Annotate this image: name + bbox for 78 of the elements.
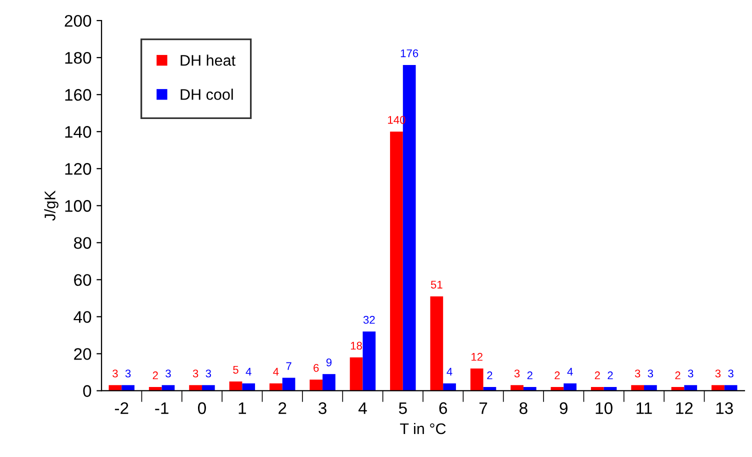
data-label: 3 [112, 370, 118, 378]
x-tick-label: -2 [114, 402, 128, 414]
bar [430, 296, 444, 391]
bar [644, 385, 657, 391]
bar [122, 385, 134, 391]
x-tick-label: 4 [358, 402, 367, 414]
data-label: 7 [286, 362, 292, 370]
data-label: 18 [350, 342, 362, 350]
data-label: 2 [594, 371, 600, 380]
bar [712, 385, 724, 391]
data-label: 9 [326, 358, 332, 366]
y-tick-label: 20 [74, 348, 92, 360]
data-label: 3 [728, 370, 734, 378]
data-label: 2 [675, 371, 680, 380]
x-tick-label: 10 [596, 402, 612, 414]
data-label: 2 [554, 371, 560, 380]
data-label: 3 [688, 370, 694, 378]
legend-label: DH heat [180, 54, 236, 66]
y-tick-label: 80 [74, 237, 92, 249]
x-tick-label: 8 [520, 402, 528, 414]
bar [362, 332, 376, 391]
bar [350, 357, 363, 391]
data-label: 2 [608, 371, 613, 380]
data-label: 3 [715, 370, 721, 378]
data-label: 3 [192, 370, 198, 378]
data-label: 4 [567, 368, 573, 376]
bar [189, 385, 202, 391]
y-tick-label: 120 [65, 163, 92, 175]
y-tick-label: 60 [74, 274, 92, 286]
x-tick-label: 3 [318, 402, 326, 414]
data-label: 32 [363, 316, 375, 324]
y-tick-label: 180 [65, 52, 92, 64]
data-label: 51 [430, 280, 442, 289]
x-tick-label: 13 [716, 402, 733, 414]
x-tick-label: 1 [238, 402, 246, 414]
bar [202, 385, 215, 391]
y-axis-title: J/gK [44, 190, 58, 221]
data-label: 4 [246, 368, 252, 376]
data-label: 3 [166, 370, 171, 378]
bar [631, 385, 644, 391]
bar [282, 378, 296, 391]
data-label: 3 [206, 370, 212, 378]
x-tick-label: -1 [155, 402, 168, 414]
y-tick-label: 100 [65, 200, 92, 212]
data-label: 5 [233, 366, 238, 374]
y-tick-label: 40 [74, 311, 92, 323]
data-label: 12 [472, 352, 482, 361]
y-tick-label: 0 [83, 385, 92, 397]
data-label: 2 [487, 371, 492, 380]
bar [322, 374, 336, 391]
bar [390, 132, 403, 391]
bar [684, 385, 698, 391]
x-tick-label: 0 [198, 402, 206, 414]
data-label: 2 [152, 371, 158, 380]
x-tick-label: 7 [480, 402, 488, 414]
data-label: 4 [446, 368, 452, 376]
y-tick-label: 200 [64, 14, 92, 27]
data-label: 6 [314, 364, 319, 372]
x-tick-label: 2 [278, 402, 286, 414]
x-tick-label: 12 [676, 402, 693, 414]
data-label: 3 [648, 370, 654, 378]
data-label: 3 [514, 370, 520, 378]
data-label: 4 [273, 368, 279, 376]
x-tick-label: 5 [398, 402, 407, 414]
y-tick-label: 160 [65, 89, 92, 101]
bar [470, 368, 484, 391]
data-label: 3 [125, 370, 131, 378]
y-tick-label: 140 [65, 126, 92, 138]
x-axis-title: T in °C [400, 422, 446, 434]
x-tick-label: 6 [439, 402, 447, 414]
data-label: 3 [634, 370, 640, 378]
bar [310, 380, 323, 391]
x-tick-label: 9 [560, 402, 568, 414]
x-tick-label: 11 [636, 402, 652, 414]
data-label: 176 [400, 49, 418, 58]
data-label: 2 [527, 371, 532, 380]
bar [510, 385, 524, 391]
legend-label: DH cool [180, 88, 233, 100]
